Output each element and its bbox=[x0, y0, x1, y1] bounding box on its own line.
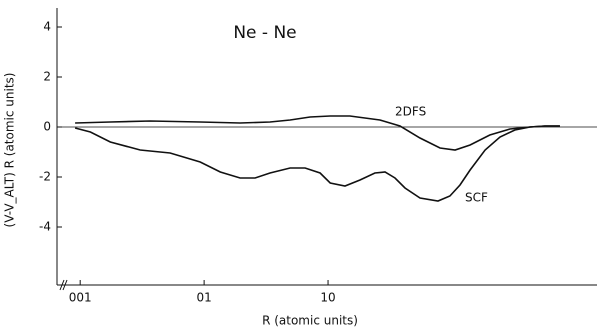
y-tick-label: 0 bbox=[43, 120, 51, 134]
series-label: 2DFS bbox=[395, 105, 426, 119]
y-tick-label: 2 bbox=[43, 70, 51, 84]
y-axis-label: (V-V_ALT) R (atomic units) bbox=[3, 73, 17, 228]
x-tick-label: 10 bbox=[320, 291, 335, 305]
x-axis-label: R (atomic units) bbox=[262, 314, 358, 328]
chart-title: Ne - Ne bbox=[233, 23, 296, 43]
y-tick-label: -2 bbox=[39, 170, 51, 184]
line bbox=[74, 125, 560, 202]
y-tick-label: 4 bbox=[43, 20, 51, 34]
line bbox=[75, 115, 560, 151]
x-tick-label: 001 bbox=[69, 291, 92, 305]
x-tick-label: 01 bbox=[196, 291, 211, 305]
y-tick-label: -4 bbox=[39, 220, 51, 234]
series-label: SCF bbox=[465, 191, 488, 205]
